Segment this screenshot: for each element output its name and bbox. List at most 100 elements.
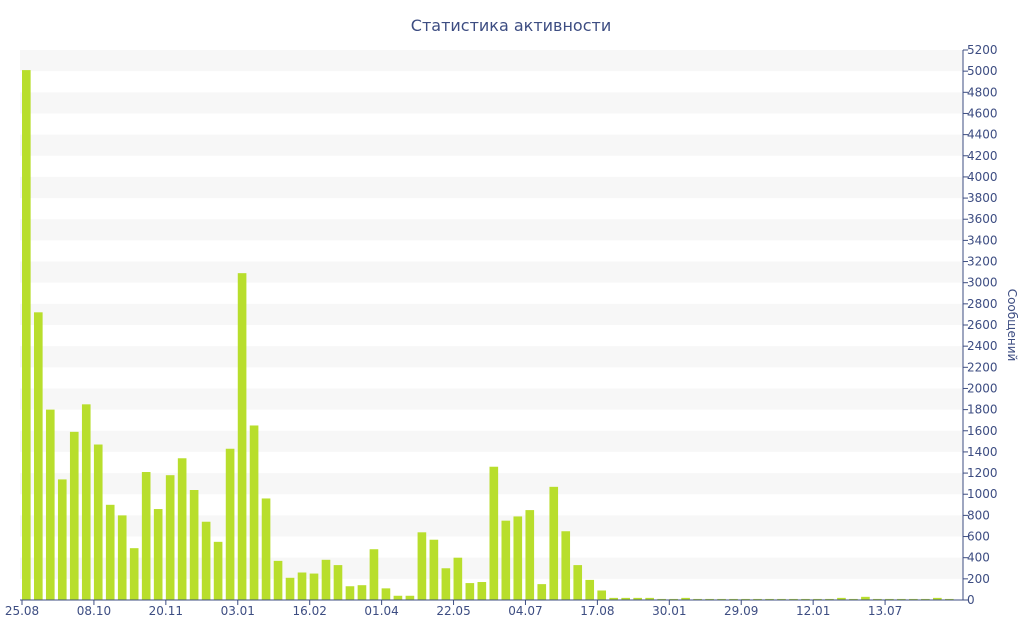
bar xyxy=(285,577,295,600)
bar xyxy=(681,597,690,600)
bar xyxy=(849,598,858,600)
grid-band xyxy=(20,346,963,368)
x-tick-label: 04.07 xyxy=(508,604,542,618)
bar xyxy=(117,515,127,600)
bar xyxy=(453,557,463,600)
bar xyxy=(297,572,307,600)
y-tick-label: 3000 xyxy=(967,276,998,290)
bar xyxy=(813,598,822,600)
bar xyxy=(645,597,654,600)
y-tick-label: 1000 xyxy=(967,487,998,501)
bar xyxy=(897,598,906,600)
bar xyxy=(741,598,750,600)
bar xyxy=(357,585,367,600)
bar xyxy=(129,548,139,600)
bar xyxy=(105,504,115,600)
bar xyxy=(141,472,151,600)
bar xyxy=(429,539,439,600)
bar xyxy=(885,598,894,600)
bar xyxy=(57,479,67,600)
bar xyxy=(189,490,199,600)
x-tick-label: 17.08 xyxy=(580,604,614,618)
y-tick-label: 5000 xyxy=(967,64,998,78)
bar xyxy=(933,597,942,600)
bar xyxy=(945,598,954,600)
y-tick-label: 2600 xyxy=(967,318,998,332)
grid-band xyxy=(20,92,963,114)
bar xyxy=(789,598,798,600)
grid-bands xyxy=(20,50,963,579)
grid-band xyxy=(20,303,963,325)
bar xyxy=(489,466,499,600)
bar xyxy=(22,70,31,601)
bar xyxy=(861,596,870,600)
y-tick-label: 4800 xyxy=(967,85,998,99)
y-tick-label: 3800 xyxy=(967,191,998,205)
bar xyxy=(537,584,547,600)
bar xyxy=(609,597,618,600)
x-tick-label: 13.07 xyxy=(868,604,902,618)
x-tick-label: 03.01 xyxy=(221,604,255,618)
bar xyxy=(261,498,271,600)
bar xyxy=(69,431,79,600)
bar xyxy=(405,595,415,600)
bar xyxy=(201,521,211,600)
y-tick-label: 600 xyxy=(967,530,990,544)
x-tick-label: 20.11 xyxy=(149,604,183,618)
bar xyxy=(729,598,738,600)
y-tick-label: 1200 xyxy=(967,466,998,480)
bar xyxy=(717,598,726,600)
y-tick-label: 400 xyxy=(967,551,990,565)
grid-band xyxy=(20,388,963,410)
bar xyxy=(525,510,535,600)
bar xyxy=(333,565,343,600)
bar xyxy=(225,448,235,600)
y-tick-label: 2800 xyxy=(967,297,998,311)
bar xyxy=(273,560,283,600)
bar xyxy=(621,597,630,600)
grid-band xyxy=(20,219,963,241)
bar xyxy=(765,598,774,600)
bar xyxy=(777,598,786,600)
y-tick-label: 2000 xyxy=(967,381,998,395)
bar xyxy=(153,509,163,600)
bar xyxy=(345,586,355,600)
bar xyxy=(585,579,595,600)
bar xyxy=(93,444,103,600)
grid-band xyxy=(20,261,963,283)
x-tick-label: 01.04 xyxy=(364,604,398,618)
bar xyxy=(309,573,319,600)
bar xyxy=(561,531,571,600)
bar xyxy=(477,582,487,600)
bar xyxy=(921,598,930,600)
y-tick-label: 4400 xyxy=(967,128,998,142)
bar xyxy=(801,598,810,600)
bar xyxy=(501,520,511,600)
bar xyxy=(381,588,391,600)
bar xyxy=(369,549,379,600)
bar-series xyxy=(22,70,954,601)
y-tick-label: 3200 xyxy=(967,255,998,269)
bar xyxy=(393,595,403,600)
bar xyxy=(837,597,846,600)
grid-band xyxy=(20,430,963,452)
x-tick-label: 29.09 xyxy=(724,604,758,618)
x-tick-label: 25.08 xyxy=(5,604,39,618)
bar xyxy=(417,532,427,600)
x-tick-label: 16.02 xyxy=(293,604,327,618)
bar xyxy=(81,404,91,600)
y-tick-label: 2400 xyxy=(967,339,998,353)
y-axis-ticks: 0 200 400 600 800 1000 1200 1400 1600 1800 2000 220… xyxy=(963,43,998,607)
grid-band xyxy=(20,176,963,199)
grid-band xyxy=(20,50,963,72)
x-axis-ticks: 25.08 08.10 20.11 03.01 16.02 01.04 22.05 04.07… xyxy=(5,600,902,618)
bar xyxy=(213,541,223,600)
bar xyxy=(441,568,451,600)
y-tick-label: 1600 xyxy=(967,424,998,438)
x-tick-label: 30.01 xyxy=(652,604,686,618)
x-tick-label: 22.05 xyxy=(436,604,470,618)
bar xyxy=(597,590,607,600)
y-tick-label: 3600 xyxy=(967,212,998,226)
bar xyxy=(249,425,259,600)
bar xyxy=(513,516,523,600)
